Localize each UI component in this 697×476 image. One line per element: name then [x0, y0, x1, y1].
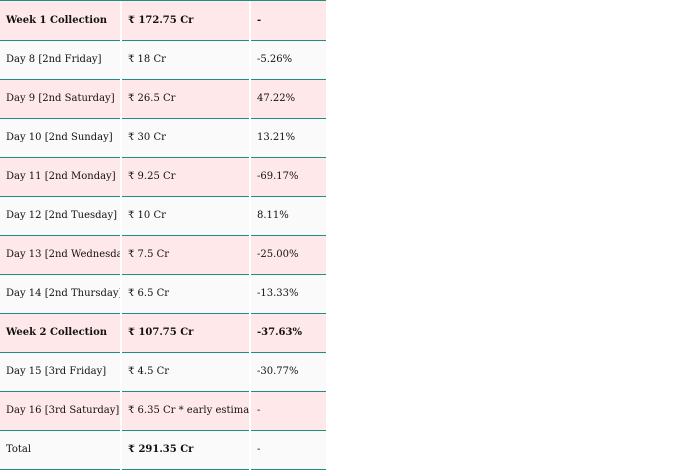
table-row-week2-collection: Week 2 Collection ₹ 107.75 Cr -37.63% [0, 313, 326, 353]
row-amount: ₹ 107.75 Cr [121, 313, 251, 353]
row-label: Week 1 Collection [0, 1, 122, 41]
row-change: 13.21% [250, 118, 326, 158]
row-label: Day 10 [2nd Sunday] [0, 118, 122, 158]
row-change: -30.77% [250, 352, 326, 392]
row-label: Day 16 [3rd Saturday] [0, 391, 122, 431]
row-label: Day 13 [2nd Wednesday] [0, 235, 122, 275]
row-amount: ₹ 26.5 Cr [121, 79, 251, 119]
row-change: -37.63% [250, 313, 326, 353]
row-amount: ₹ 4.5 Cr [121, 352, 251, 392]
row-amount: ₹ 9.25 Cr [121, 157, 251, 197]
table-row-day12: Day 12 [2nd Tuesday] ₹ 10 Cr 8.11% [0, 196, 326, 236]
row-amount: ₹ 10 Cr [121, 196, 251, 236]
row-amount: ₹ 6.5 Cr [121, 274, 251, 314]
row-amount: ₹ 7.5 Cr [121, 235, 251, 275]
row-label: Day 12 [2nd Tuesday] [0, 196, 122, 236]
table-row-day13: Day 13 [2nd Wednesday] ₹ 7.5 Cr -25.00% [0, 235, 326, 275]
box-office-table-container: Week 1 Collection ₹ 172.75 Cr - Day 8 [2… [0, 0, 326, 476]
row-change: - [250, 391, 326, 431]
table-row-day11: Day 11 [2nd Monday] ₹ 9.25 Cr -69.17% [0, 157, 326, 197]
row-label: Week 2 Collection [0, 313, 122, 353]
table-row-day15: Day 15 [3rd Friday] ₹ 4.5 Cr -30.77% [0, 352, 326, 392]
row-change: -13.33% [250, 274, 326, 314]
row-label: Day 15 [3rd Friday] [0, 352, 122, 392]
table-row-day14: Day 14 [2nd Thursday] ₹ 6.5 Cr -13.33% [0, 274, 326, 314]
row-label: Total [0, 430, 122, 470]
row-amount: ₹ 18 Cr [121, 40, 251, 80]
row-amount: ₹ 172.75 Cr [121, 1, 251, 41]
row-amount: ₹ 6.35 Cr * early estimates [121, 391, 251, 431]
table-row-week1-collection: Week 1 Collection ₹ 172.75 Cr - [0, 1, 326, 41]
table-row-day16: Day 16 [3rd Saturday] ₹ 6.35 Cr * early … [0, 391, 326, 431]
row-change: -69.17% [250, 157, 326, 197]
row-label: Day 9 [2nd Saturday] [0, 79, 122, 119]
table-row-total: Total ₹ 291.35 Cr - [0, 430, 326, 470]
table-row-day8: Day 8 [2nd Friday] ₹ 18 Cr -5.26% [0, 40, 326, 80]
row-change: 47.22% [250, 79, 326, 119]
row-change: - [250, 1, 326, 41]
row-change: -5.26% [250, 40, 326, 80]
row-amount: ₹ 291.35 Cr [121, 430, 251, 470]
row-change: 8.11% [250, 196, 326, 236]
box-office-collection-table: Week 1 Collection ₹ 172.75 Cr - Day 8 [2… [0, 1, 326, 470]
row-change: -25.00% [250, 235, 326, 275]
row-label: Day 8 [2nd Friday] [0, 40, 122, 80]
row-change: - [250, 430, 326, 470]
table-row-day9: Day 9 [2nd Saturday] ₹ 26.5 Cr 47.22% [0, 79, 326, 119]
table-row-day10: Day 10 [2nd Sunday] ₹ 30 Cr 13.21% [0, 118, 326, 158]
table-body: Week 1 Collection ₹ 172.75 Cr - Day 8 [2… [0, 1, 326, 470]
row-label: Day 11 [2nd Monday] [0, 157, 122, 197]
row-amount: ₹ 30 Cr [121, 118, 251, 158]
row-label: Day 14 [2nd Thursday] [0, 274, 122, 314]
